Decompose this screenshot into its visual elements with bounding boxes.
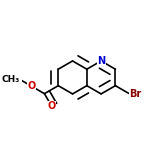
Text: O: O [28, 81, 36, 91]
Text: N: N [97, 56, 105, 66]
Text: Br: Br [129, 88, 142, 98]
Text: CH₃: CH₃ [1, 75, 19, 84]
Text: O: O [48, 101, 56, 111]
